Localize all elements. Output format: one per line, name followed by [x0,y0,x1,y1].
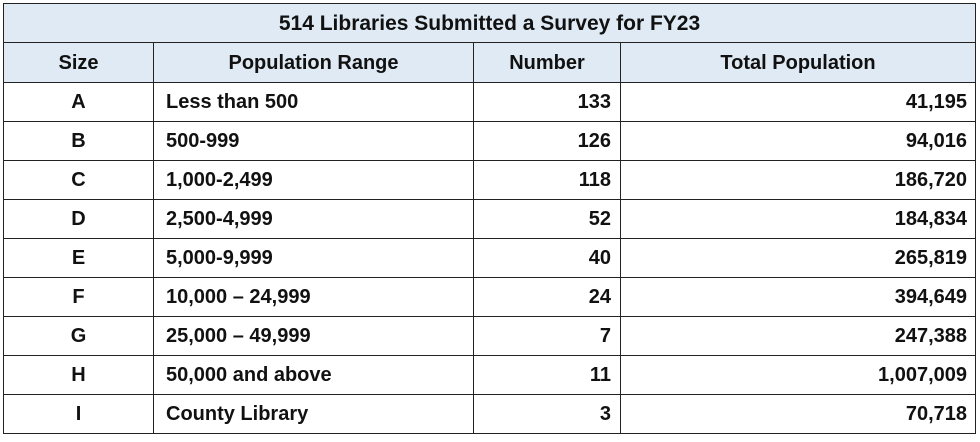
cell-number: 24 [473,277,621,317]
cell-population-range: 1,000-2,499 [153,160,474,200]
cell-size: I [3,394,154,434]
table-row: F 10,000 – 24,999 24 394,649 [3,277,977,317]
cell-total-population: 1,007,009 [619,355,977,395]
cell-number: 52 [473,199,621,239]
table-row: B 500-999 126 94,016 [3,121,977,161]
cell-size: H [3,355,154,395]
libraries-survey-table: 514 Libraries Submitted a Survey for FY2… [2,3,977,434]
cell-number: 40 [473,238,621,278]
column-header-number: Number [473,42,621,83]
cell-total-population: 186,720 [619,160,977,200]
cell-size: C [3,160,154,200]
cell-total-population: 41,195 [619,82,977,122]
cell-total-population: 265,819 [619,238,977,278]
cell-population-range: 500-999 [153,121,474,161]
cell-total-population: 184,834 [619,199,977,239]
table-row: G 25,000 – 49,999 7 247,388 [3,316,977,356]
cell-size: E [3,238,154,278]
cell-number: 11 [473,355,621,395]
table-title: 514 Libraries Submitted a Survey for FY2… [2,3,977,43]
table-row: I County Library 3 70,718 [3,394,977,434]
cell-number: 3 [473,394,621,434]
table-row: H 50,000 and above 11 1,007,009 [3,355,977,395]
cell-number: 118 [473,160,621,200]
cell-population-range: 50,000 and above [153,355,474,395]
table-row: C 1,000-2,499 118 186,720 [3,160,977,200]
column-header-total-population: Total Population [619,42,977,83]
column-header-size: Size [3,42,154,83]
cell-population-range: County Library [153,394,474,434]
cell-population-range: Less than 500 [153,82,474,122]
column-header-population-range: Population Range [153,42,474,83]
cell-size: A [3,82,154,122]
cell-population-range: 2,500-4,999 [153,199,474,239]
cell-size: D [3,199,154,239]
table-row: D 2,500-4,999 52 184,834 [3,199,977,239]
cell-total-population: 247,388 [619,316,977,356]
cell-number: 133 [473,82,621,122]
cell-total-population: 94,016 [619,121,977,161]
cell-number: 126 [473,121,621,161]
cell-total-population: 70,718 [619,394,977,434]
cell-total-population: 394,649 [619,277,977,317]
cell-population-range: 5,000-9,999 [153,238,474,278]
table-row: A Less than 500 133 41,195 [3,82,977,122]
cell-population-range: 25,000 – 49,999 [153,316,474,356]
table-header-row: Size Population Range Number Total Popul… [3,42,977,83]
cell-size: B [3,121,154,161]
table-title-row: 514 Libraries Submitted a Survey for FY2… [2,3,977,43]
cell-population-range: 10,000 – 24,999 [153,277,474,317]
cell-number: 7 [473,316,621,356]
cell-size: F [3,277,154,317]
table-row: E 5,000-9,999 40 265,819 [3,238,977,278]
cell-size: G [3,316,154,356]
